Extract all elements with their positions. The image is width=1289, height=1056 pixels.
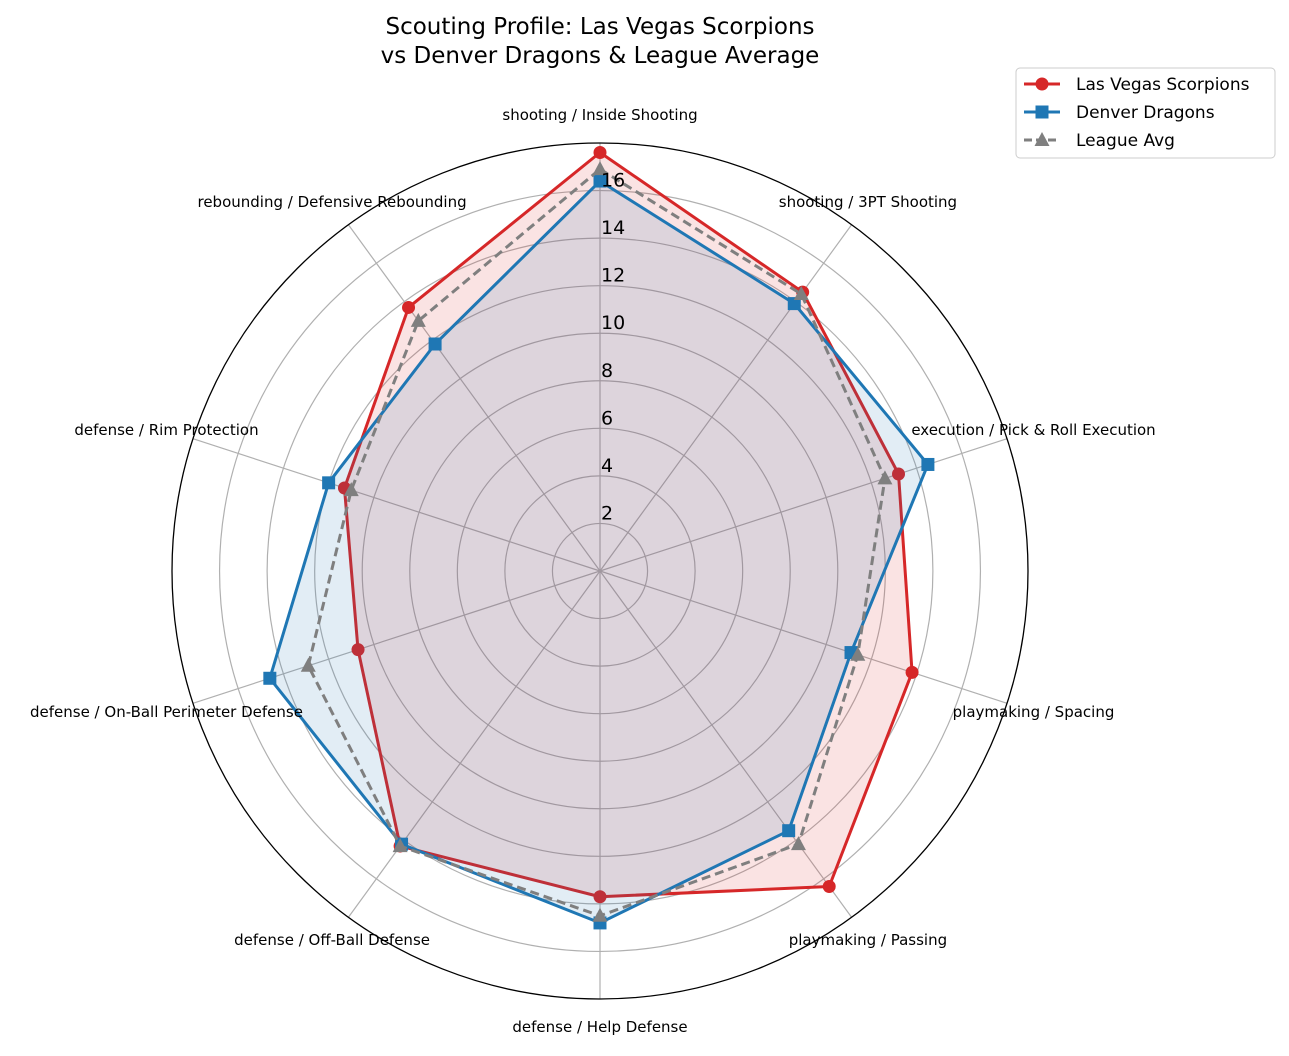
legend-marker [1035, 105, 1049, 119]
category-label: defense / Off-Ball Defense [234, 931, 430, 949]
radial-tick-label: 4 [601, 455, 613, 477]
chart-title: Scouting Profile: Las Vegas Scorpions vs … [381, 14, 820, 69]
data-point [892, 467, 906, 481]
grid-spoke [347, 570, 601, 918]
series-group [263, 146, 935, 930]
radial-tick-label: 6 [601, 407, 613, 429]
series-fill [269, 181, 928, 923]
category-label: playmaking / Spacing [953, 703, 1115, 721]
data-point [322, 476, 336, 490]
legend-label: Las Vegas Scorpions [1076, 75, 1250, 95]
data-point [263, 671, 277, 685]
data-point [793, 285, 809, 300]
data-point [905, 665, 919, 679]
category-label: execution / Pick & Roll Execution [911, 421, 1155, 439]
data-point [593, 146, 607, 160]
grid-spoke [347, 224, 601, 572]
data-point [790, 836, 806, 851]
data-point [351, 643, 365, 657]
radial-tick-label: 16 [601, 170, 625, 192]
data-point [822, 879, 836, 893]
radial-tick-label: 8 [601, 360, 613, 382]
data-point [850, 646, 866, 661]
data-point [343, 482, 359, 497]
data-point [410, 312, 426, 327]
category-label: shooting / 3PT Shooting [779, 193, 957, 211]
category-label: defense / On-Ball Perimeter Defense [30, 703, 303, 721]
radial-tick-label: 12 [601, 265, 625, 287]
legend-frame [1015, 67, 1276, 159]
data-point [428, 337, 442, 351]
series-las-vegas-scorpions [337, 146, 919, 904]
data-point [592, 907, 608, 922]
radial-tick-label: 14 [601, 217, 625, 239]
series-denver-dragons [263, 174, 935, 930]
grid-spoke [192, 438, 601, 572]
data-point [593, 174, 607, 188]
data-point [592, 161, 608, 176]
series-league-avg [300, 161, 893, 922]
data-point [593, 890, 607, 904]
legend-label: League Avg [1076, 131, 1175, 151]
category-label: rebounding / Defensive Rebounding [197, 193, 466, 211]
grid-spoke [599, 570, 1008, 704]
data-point [402, 300, 416, 314]
legend-item: Las Vegas Scorpions [1024, 75, 1250, 95]
category-label: defense / Help Defense [512, 1018, 687, 1036]
data-point [877, 470, 893, 485]
radial-tick-labels: 2 4 6 8 10 12 14 16 [601, 170, 625, 525]
legend-item: Denver Dragons [1024, 103, 1215, 123]
radial-tick-label: 10 [601, 312, 625, 334]
legend-label: Denver Dragons [1076, 103, 1215, 123]
outer-spine [171, 142, 1029, 1000]
grid [171, 142, 1029, 1000]
data-point [921, 457, 935, 471]
series-fill [344, 152, 913, 897]
legend-marker [1034, 132, 1050, 146]
radial-tick-label: 2 [601, 502, 613, 524]
legend-item: League Avg [1024, 131, 1175, 151]
grid-spoke [599, 570, 853, 918]
data-point [392, 838, 408, 853]
category-labels: shooting / Inside Shooting shooting / 3PT… [30, 106, 1156, 1036]
category-label: defense / Rim Protection [74, 421, 258, 439]
category-label: playmaking / Passing [789, 931, 947, 949]
category-label: shooting / Inside Shooting [502, 106, 697, 124]
data-point [787, 297, 801, 311]
grid-spoke [192, 570, 601, 704]
grid-spoke [599, 224, 853, 572]
legend: Las Vegas Scorpions Denver Dragons League … [1015, 67, 1276, 159]
grid-spoke [599, 438, 1008, 572]
data-point [300, 657, 316, 672]
data-point [782, 824, 796, 838]
legend-marker [1035, 77, 1049, 91]
